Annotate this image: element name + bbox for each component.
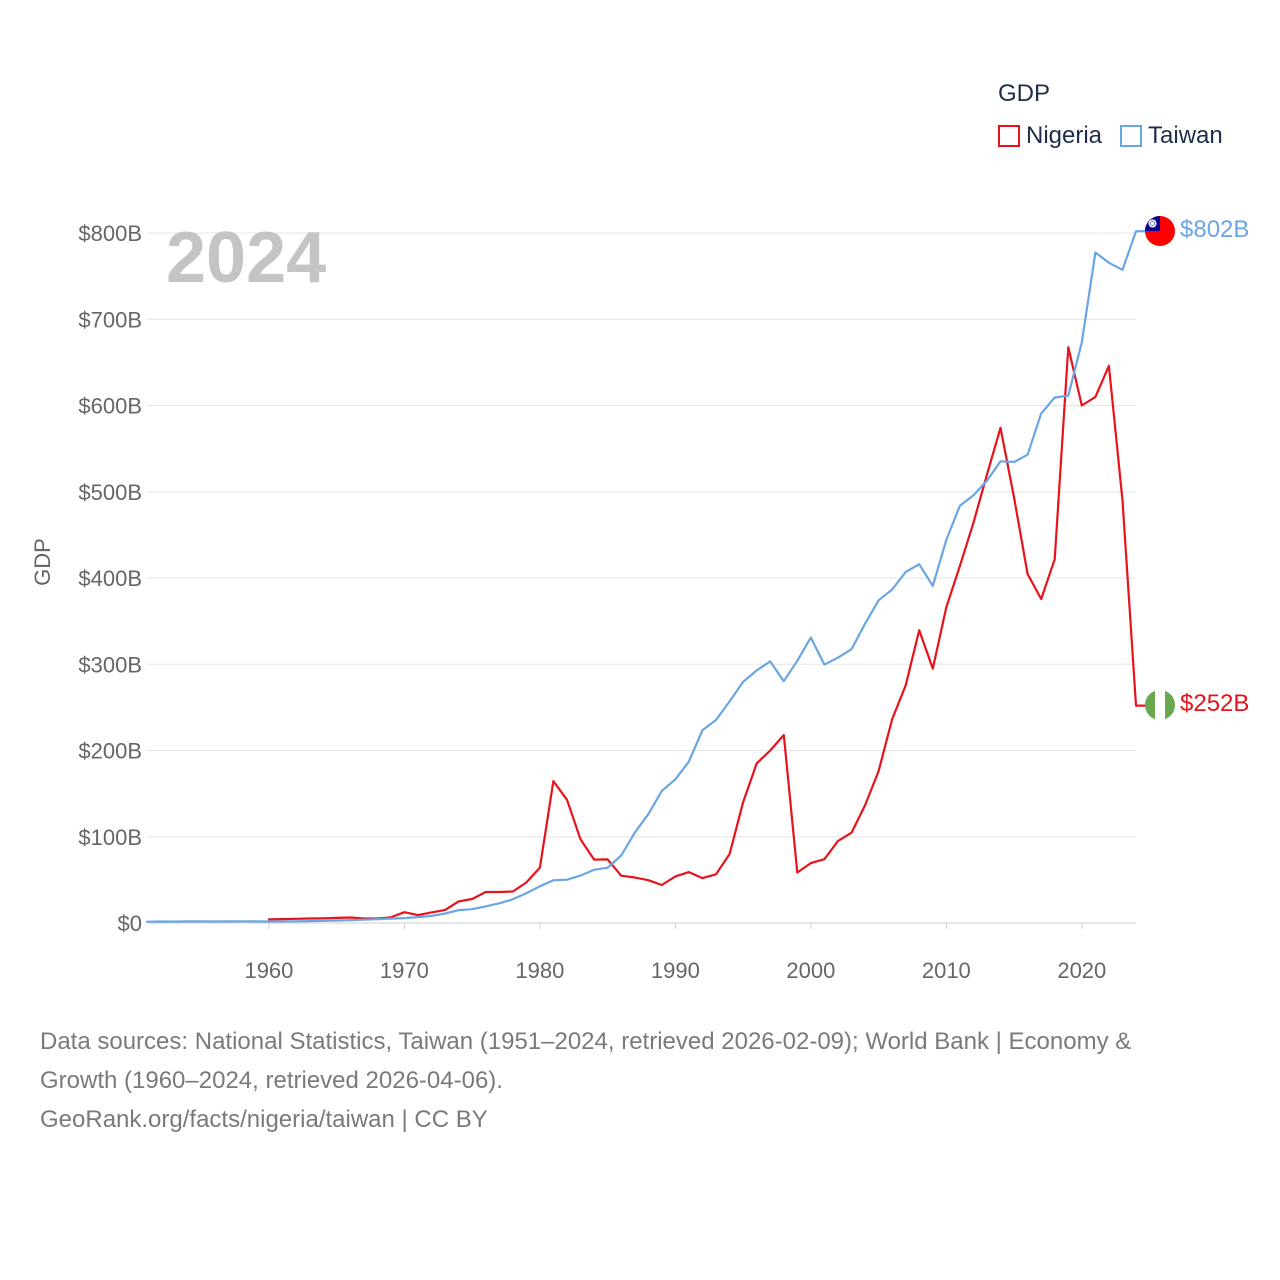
gdp-chart: $0 $100B $200B $300B $400B $500B $600B $700B $80…: [30, 216, 1249, 983]
source-line-3[interactable]: GeoRank.org/facts/nigeria/taiwan | CC BY: [40, 1106, 488, 1133]
x-axis-ticks: 1960 1970 1980 1990 2000 2010 2020: [244, 923, 1106, 983]
x-tick-label: 2020: [1057, 958, 1106, 983]
legend: Nigeria Taiwan: [998, 122, 1241, 150]
legend-swatch-nigeria: [998, 125, 1020, 147]
legend-title: GDP: [998, 80, 1051, 107]
end-label-taiwan: $802B: [1180, 216, 1249, 243]
x-tick-label: 2010: [922, 958, 971, 983]
y-tick-label: $200B: [78, 739, 142, 764]
legend-swatch-taiwan: [1120, 125, 1143, 147]
series-line-taiwan[interactable]: [145, 230, 1138, 923]
x-tick-label: 1970: [380, 958, 429, 983]
y-tick-label: $700B: [78, 307, 142, 332]
series-line-nigeria[interactable]: [267, 346, 1138, 921]
data-source-note: Data sources: National Statistics, Taiwa…: [40, 1022, 1240, 1139]
grid-lines: [147, 232, 1136, 924]
x-tick-label: 1980: [515, 958, 564, 983]
x-tick-label: 2000: [786, 958, 835, 983]
y-tick-label: $600B: [78, 394, 142, 419]
legend-item-nigeria[interactable]: Nigeria: [998, 122, 1102, 150]
source-line-2: Growth (1960–2024, retrieved 2026-04-06)…: [40, 1067, 503, 1094]
series-group: [145, 230, 1146, 923]
y-tick-label: $500B: [78, 480, 142, 505]
y-tick-label: $100B: [78, 825, 142, 850]
x-tick-label: 1960: [244, 958, 293, 983]
end-label-nigeria: $252B: [1180, 690, 1249, 717]
y-tick-label: $300B: [78, 652, 142, 677]
y-axis-title: GDP: [30, 538, 55, 586]
taiwan-flag-icon: [1145, 216, 1175, 246]
nigeria-flag-icon: [1145, 690, 1175, 720]
legend-item-taiwan[interactable]: Taiwan: [1120, 122, 1223, 150]
y-tick-label: $0: [118, 911, 142, 936]
legend-label-taiwan: Taiwan: [1148, 122, 1223, 149]
y-tick-label: $800B: [78, 221, 142, 246]
y-tick-label: $400B: [78, 566, 142, 591]
source-line-1: Data sources: National Statistics, Taiwa…: [40, 1028, 1132, 1055]
legend-label-nigeria: Nigeria: [1026, 122, 1103, 149]
x-tick-label: 1990: [651, 958, 700, 983]
y-axis-ticks: $0 $100B $200B $300B $400B $500B $600B $700B $80…: [78, 221, 142, 936]
year-label: 2024: [166, 218, 326, 298]
